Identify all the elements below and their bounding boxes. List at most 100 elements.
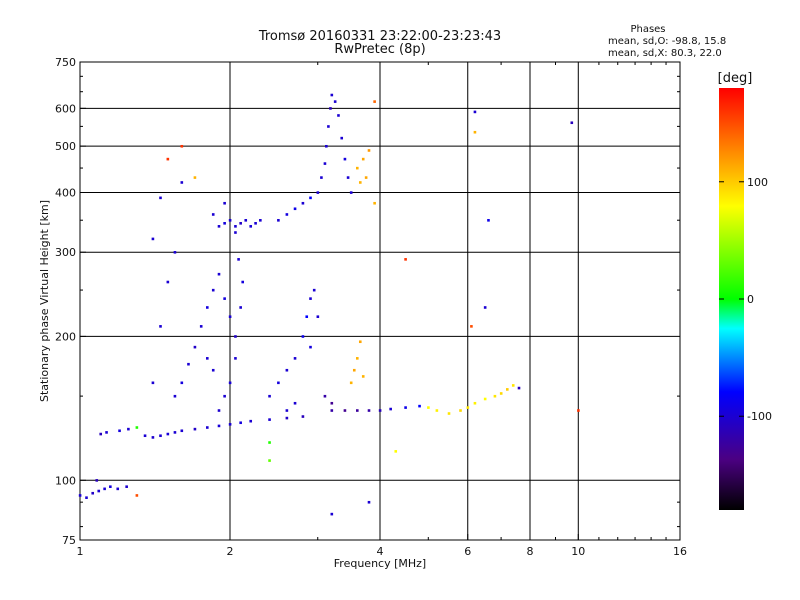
- data-point: [293, 401, 297, 405]
- chart-subtitle: RwPretec (8p): [334, 42, 425, 57]
- data-point: [193, 427, 197, 431]
- data-point: [305, 315, 309, 319]
- data-point: [349, 191, 353, 194]
- data-point: [329, 107, 332, 110]
- data-point: [127, 427, 130, 431]
- data-point: [323, 162, 327, 165]
- data-point: [483, 306, 487, 309]
- grid-layer: [80, 62, 680, 540]
- data-point: [346, 176, 350, 179]
- data-point: [361, 157, 365, 161]
- data-point: [320, 176, 323, 179]
- data-point: [325, 144, 328, 148]
- data-point: [293, 207, 297, 211]
- data-point: [151, 381, 155, 385]
- data-point: [244, 219, 248, 222]
- data-point: [193, 345, 197, 349]
- data-point: [254, 222, 257, 225]
- data-point: [499, 392, 503, 395]
- data-point: [473, 401, 477, 405]
- x-tick-label: 8: [527, 545, 534, 558]
- data-point: [301, 201, 305, 205]
- data-point: [99, 432, 103, 436]
- data-point: [373, 201, 376, 205]
- data-point: [447, 412, 451, 415]
- data-point: [211, 288, 215, 292]
- data-point: [473, 130, 477, 134]
- x-axis-label: Frequency [MHz]: [334, 557, 426, 570]
- data-point: [309, 196, 312, 200]
- data-point: [394, 450, 398, 453]
- data-point: [330, 93, 334, 97]
- y-axis: 75 100 200 300 400 500 600 750: [55, 56, 680, 547]
- data-point: [135, 494, 139, 497]
- data-point: [180, 181, 184, 184]
- data-point: [340, 136, 344, 140]
- data-point: [349, 381, 353, 385]
- y-tick-label: 500: [55, 140, 76, 153]
- data-point: [312, 288, 316, 292]
- data-point: [577, 409, 580, 412]
- data-point: [470, 325, 473, 328]
- data-point: [333, 100, 337, 103]
- data-point: [159, 434, 162, 438]
- data-point: [223, 201, 226, 205]
- data-points: [78, 93, 580, 516]
- data-point: [367, 500, 371, 504]
- data-point: [223, 297, 226, 300]
- data-point: [223, 394, 226, 398]
- data-point: [217, 424, 221, 428]
- data-point: [355, 166, 359, 170]
- data-point: [166, 157, 170, 161]
- data-point: [285, 368, 289, 372]
- data-point: [277, 381, 280, 385]
- data-point: [239, 421, 242, 425]
- data-point: [435, 409, 439, 412]
- x-axis: 1 2 4 6 8 10 16: [77, 62, 687, 558]
- data-point: [241, 280, 245, 284]
- data-point: [364, 176, 368, 179]
- data-point: [323, 394, 327, 398]
- data-point: [277, 219, 280, 222]
- chart-title: Tromsø 20160331 23:22:00-23:23:43: [258, 29, 501, 44]
- data-point: [166, 432, 170, 436]
- data-point: [358, 181, 362, 184]
- data-point: [352, 368, 356, 372]
- data-point: [228, 219, 232, 222]
- data-point: [228, 315, 232, 319]
- data-point: [367, 149, 371, 152]
- data-point: [125, 485, 128, 489]
- data-point: [109, 485, 112, 489]
- data-point: [151, 237, 155, 241]
- x-tick-label: 10: [571, 545, 585, 558]
- data-point: [211, 368, 215, 372]
- data-point: [330, 409, 334, 412]
- y-tick-label: 200: [55, 330, 76, 343]
- data-point: [330, 512, 334, 516]
- data-point: [135, 426, 139, 429]
- data-point: [355, 409, 359, 412]
- data-point: [285, 213, 289, 216]
- data-point: [378, 409, 382, 412]
- phase-stats-x: mean, sd,X: 80.3, 22.0: [608, 48, 722, 59]
- y-tick-label: 300: [55, 246, 76, 259]
- y-tick-label: 75: [62, 534, 76, 547]
- data-point: [361, 375, 365, 378]
- data-point: [211, 213, 215, 216]
- data-point: [570, 121, 574, 125]
- colorbar-ticks: 100 0 -100: [719, 176, 772, 423]
- colorbar-tick-label: 0: [747, 293, 754, 306]
- x-tick-label: 4: [377, 545, 384, 558]
- data-point: [466, 406, 470, 409]
- data-point: [173, 394, 177, 398]
- data-point: [285, 409, 289, 412]
- data-point: [143, 434, 147, 438]
- data-point: [187, 362, 190, 366]
- data-point: [228, 381, 232, 385]
- x-tick-label: 1: [77, 545, 84, 558]
- data-point: [301, 415, 305, 418]
- x-tick-label: 16: [673, 545, 687, 558]
- x-tick-label: 2: [227, 545, 234, 558]
